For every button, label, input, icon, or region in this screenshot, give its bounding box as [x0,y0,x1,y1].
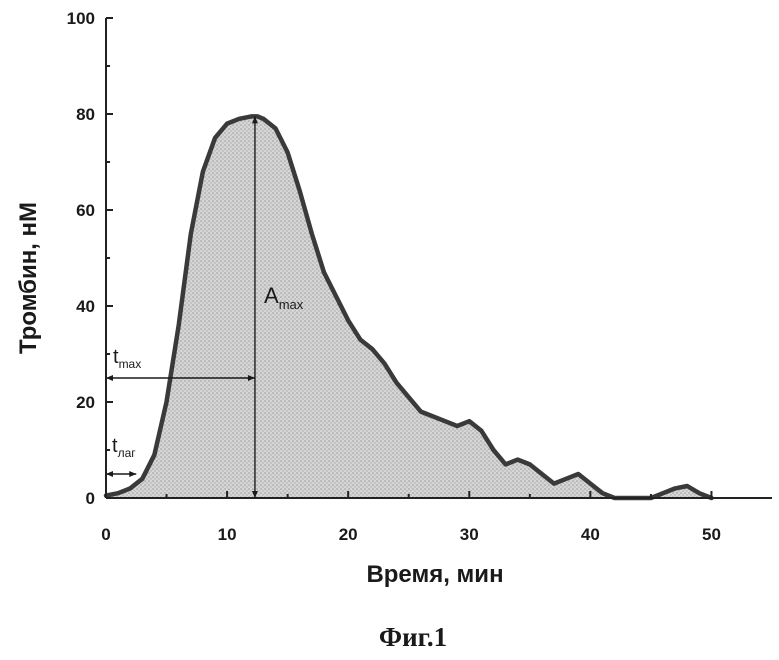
t-max-label: tmax [113,346,141,371]
y-tick-label: 40 [76,297,95,316]
x-tick-label: 30 [460,525,479,544]
x-tick-label: 10 [218,525,237,544]
x-axis-title: Время, мин [366,561,503,588]
t-lag-label: tлаг [112,435,136,460]
x-tick-label: 40 [581,525,600,544]
y-axis-title: Тромбин, нМ [15,202,42,354]
t-lag-arrow-head-right [129,471,136,477]
y-tick-label: 20 [76,393,95,412]
plot-area [106,116,712,498]
y-tick-label: 60 [76,201,95,220]
x-tick-label: 20 [339,525,358,544]
y-tick-label: 80 [76,105,95,124]
t-lag-arrow-head-left [106,471,113,477]
y-tick-label: 100 [67,9,95,28]
t-max-arrow-head-left [106,375,113,381]
x-tick-label: 50 [702,525,721,544]
y-tick-label: 0 [86,489,95,508]
figure-caption: Фиг.1 [379,622,447,652]
series-area-fill [106,116,712,498]
x-tick-label: 0 [101,525,110,544]
